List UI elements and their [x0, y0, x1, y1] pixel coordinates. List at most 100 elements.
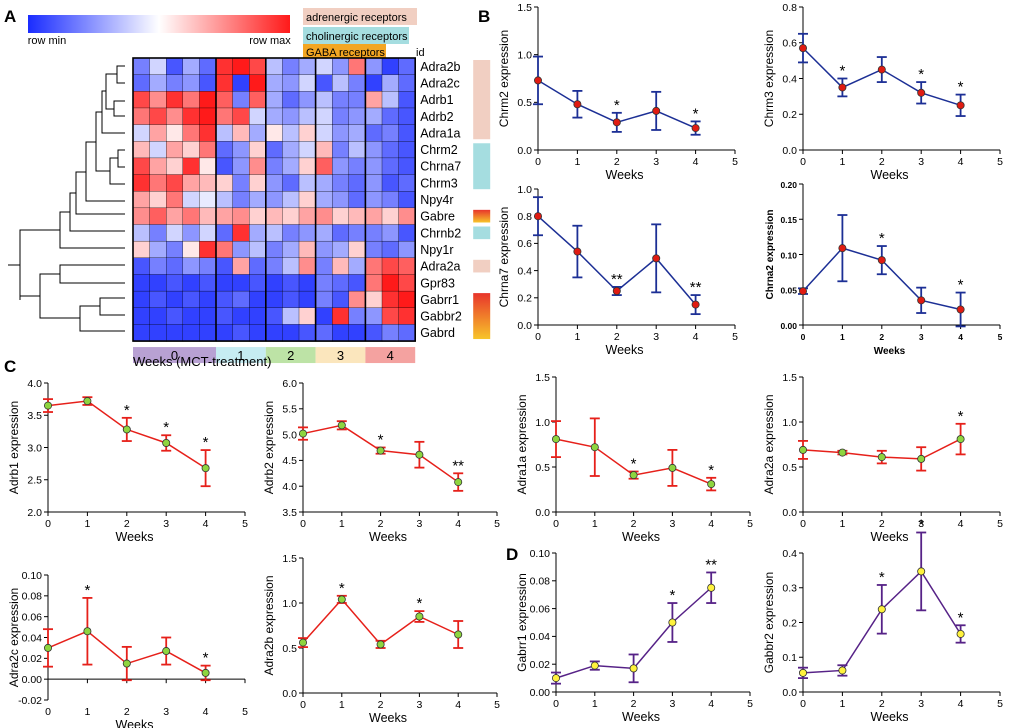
heatmap-cell [249, 290, 267, 309]
heatmap-cell [398, 91, 416, 109]
heatmap-cell [398, 207, 416, 226]
y-tick-label: 5.5 [282, 404, 297, 416]
heatmap-cell [215, 191, 234, 209]
y-tick-label: 6.0 [282, 378, 297, 390]
y-tick-label: 0.05 [780, 286, 797, 296]
chart-adrb2: 3.5 4.0 4.5 5.0 5.5 6.0 0 1 2 3 4 5 Weeks Adrb2 expre… [262, 378, 500, 544]
y-tick-label: 0.0 [282, 688, 297, 700]
heatmap-cell [365, 124, 383, 142]
y-tick-label: 0.08 [530, 576, 551, 588]
x-tick-label: 4 [455, 518, 461, 530]
heatmap-cell [298, 207, 317, 226]
heatmap-cell [282, 174, 300, 192]
heatmap-cell [215, 107, 234, 126]
heatmap-cell [332, 290, 350, 309]
heatmap-cell [215, 207, 234, 226]
y-tick-label: 0.0 [782, 687, 797, 699]
y-tick-label: 0.6 [782, 38, 797, 50]
heatmap-cell [182, 157, 200, 176]
heatmap-cell [232, 257, 250, 276]
y-tick-label: -0.02 [18, 695, 42, 707]
y-tick-label: 0.08 [22, 591, 43, 603]
y-tick-label: 0.10 [22, 570, 43, 582]
heatmap-cell [132, 141, 151, 159]
heatmap-cell [298, 257, 317, 276]
y-tick-label: 4.0 [282, 481, 297, 493]
heatmap-cell [381, 191, 400, 209]
chart-gabbr2: 0.0 0.1 0.2 0.3 0.4 0 1 2 3 4 5 Weeks Gabbr2 express… [762, 516, 1003, 724]
y-tick-label: 0.5 [282, 643, 297, 655]
x-tick-label: 4 [958, 156, 964, 168]
heatmap-cell [182, 57, 200, 76]
x-tick-label: 5 [998, 332, 1003, 342]
heatmap-cell [232, 240, 250, 259]
heatmap-cell [166, 141, 184, 159]
heatmap-cell [398, 240, 416, 259]
x-tick-label: 2 [879, 698, 885, 710]
data-point [534, 76, 543, 85]
x-tick-label: 1 [839, 518, 845, 530]
x-tick-label: 5 [997, 518, 1003, 530]
chart-adra2a: 0.0 0.5 1.0 1.5 0 1 2 3 4 5 Weeks Adra2a expression… [762, 372, 1003, 544]
heatmap-cell [249, 224, 267, 242]
x-tick-label: 5 [747, 698, 753, 710]
heatmap-cell [132, 290, 151, 309]
heatmap-cell [265, 257, 283, 276]
heatmap-cell [282, 141, 300, 159]
x-tick-label: 3 [919, 332, 924, 342]
heatmap-cell [215, 307, 234, 325]
y-tick-label: 3.5 [282, 507, 297, 519]
heatmap-cell [381, 74, 400, 92]
x-tick-label: 2 [879, 156, 885, 168]
x-tick-label: 1 [592, 518, 598, 530]
significance-marker: * [631, 456, 637, 473]
x-tick-label: 3 [653, 331, 659, 343]
heatmap-cell [199, 141, 217, 159]
heatmap-cell [365, 240, 383, 259]
data-point [956, 435, 965, 444]
heatmap-cell [182, 191, 200, 209]
heatmap-cell [298, 57, 317, 76]
heatmap-cell [265, 207, 283, 226]
heatmap-cell [398, 224, 416, 242]
heatmap-cell [199, 107, 217, 126]
heatmap-cell [315, 257, 333, 276]
heatmap-cell [166, 240, 184, 259]
heatmap-cell [149, 57, 167, 76]
legend-gaba-swatch [303, 44, 386, 60]
data-point [877, 256, 886, 265]
x-tick-label: 2 [614, 331, 620, 343]
heatmap-cell [215, 274, 234, 292]
x-tick-label: 5 [747, 518, 753, 530]
heatmap-cell [166, 157, 184, 176]
y-axis-title: Gabbr2 expression [762, 572, 776, 673]
heatmap-cell [315, 57, 333, 76]
heatmap-cell [166, 207, 184, 226]
x-tick-label: 4 [958, 332, 963, 342]
data-point [956, 629, 965, 638]
significance-marker: ** [611, 271, 623, 288]
data-point [337, 421, 346, 430]
y-tick-label: 1.0 [782, 417, 797, 429]
heatmap-cell [332, 91, 350, 109]
heatmap-cell [365, 207, 383, 226]
heatmap-cell [365, 191, 383, 209]
heatmap-cell [348, 107, 366, 126]
gene-label: Chrna7 [420, 160, 461, 174]
data-point [454, 478, 463, 487]
x-tick-label: 4 [203, 518, 209, 530]
data-point [162, 438, 171, 447]
heatmap-cell [332, 74, 350, 92]
x-axis-title: Weeks [369, 711, 407, 725]
heatmap-cell [282, 324, 300, 342]
heatmap-cell [232, 141, 250, 159]
heatmap-cell [348, 224, 366, 242]
y-tick-label: 0.8 [517, 211, 532, 223]
heatmap-cell [149, 307, 167, 325]
heatmap-cell [132, 191, 151, 209]
week-group-strip [216, 347, 266, 364]
gene-label: Gabbr2 [420, 310, 462, 324]
data-point [917, 88, 926, 97]
heatmap-cell [265, 240, 283, 259]
data-point [668, 463, 677, 472]
